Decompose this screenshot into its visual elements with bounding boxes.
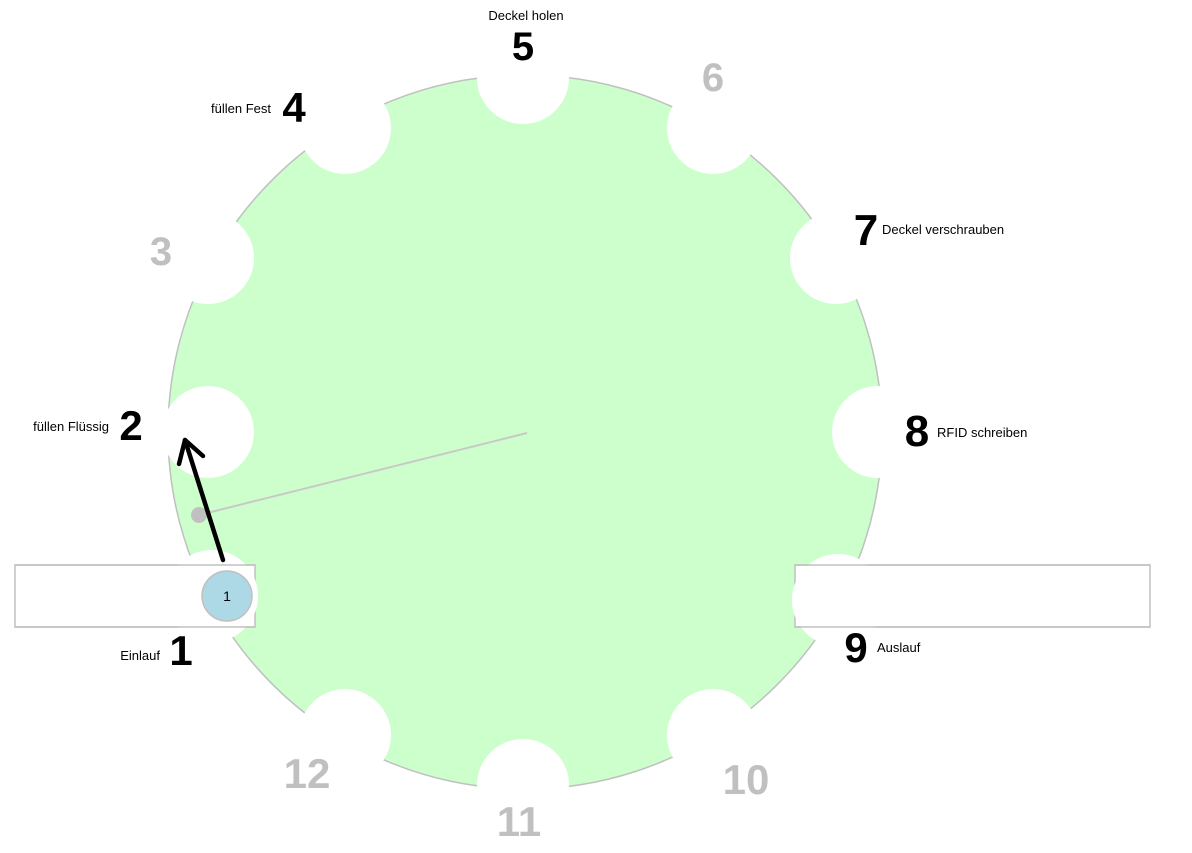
station-labels: 1 Einlauf 2 füllen Flüssig 3 4 füllen Fest 5 Dec… — [33, 8, 1027, 845]
station-number-7: 7 — [854, 206, 878, 255]
rotation-hand-tip — [191, 507, 207, 523]
station-number-8: 8 — [905, 407, 929, 456]
rotation-hand — [198, 432, 528, 516]
direction-arrow-icon — [176, 437, 226, 563]
rotary-disc — [167, 74, 883, 790]
station-number-10: 10 — [723, 756, 770, 803]
station-label-1: Einlauf — [120, 648, 160, 663]
station-number-2: 2 — [119, 402, 142, 449]
station-number-1: 1 — [169, 627, 192, 674]
station-number-3: 3 — [150, 230, 172, 274]
notch-9-overlay — [792, 554, 884, 646]
station-number-12: 12 — [284, 750, 331, 797]
container-slot-label: 1 — [223, 588, 231, 604]
station-label-7: Deckel verschrauben — [882, 222, 1004, 237]
station-number-6: 6 — [702, 56, 724, 100]
station-label-8: RFID schreiben — [937, 425, 1027, 440]
station-label-4: füllen Fest — [211, 101, 271, 116]
station-number-5: 5 — [512, 25, 534, 69]
station-number-4: 4 — [282, 84, 306, 131]
station-label-2: füllen Flüssig — [33, 419, 109, 434]
station-number-9: 9 — [844, 624, 867, 671]
station-number-11: 11 — [497, 798, 541, 845]
station-label-5: Deckel holen — [488, 8, 563, 23]
container-slot-1 — [201, 570, 253, 622]
station-label-9: Auslauf — [877, 640, 921, 655]
